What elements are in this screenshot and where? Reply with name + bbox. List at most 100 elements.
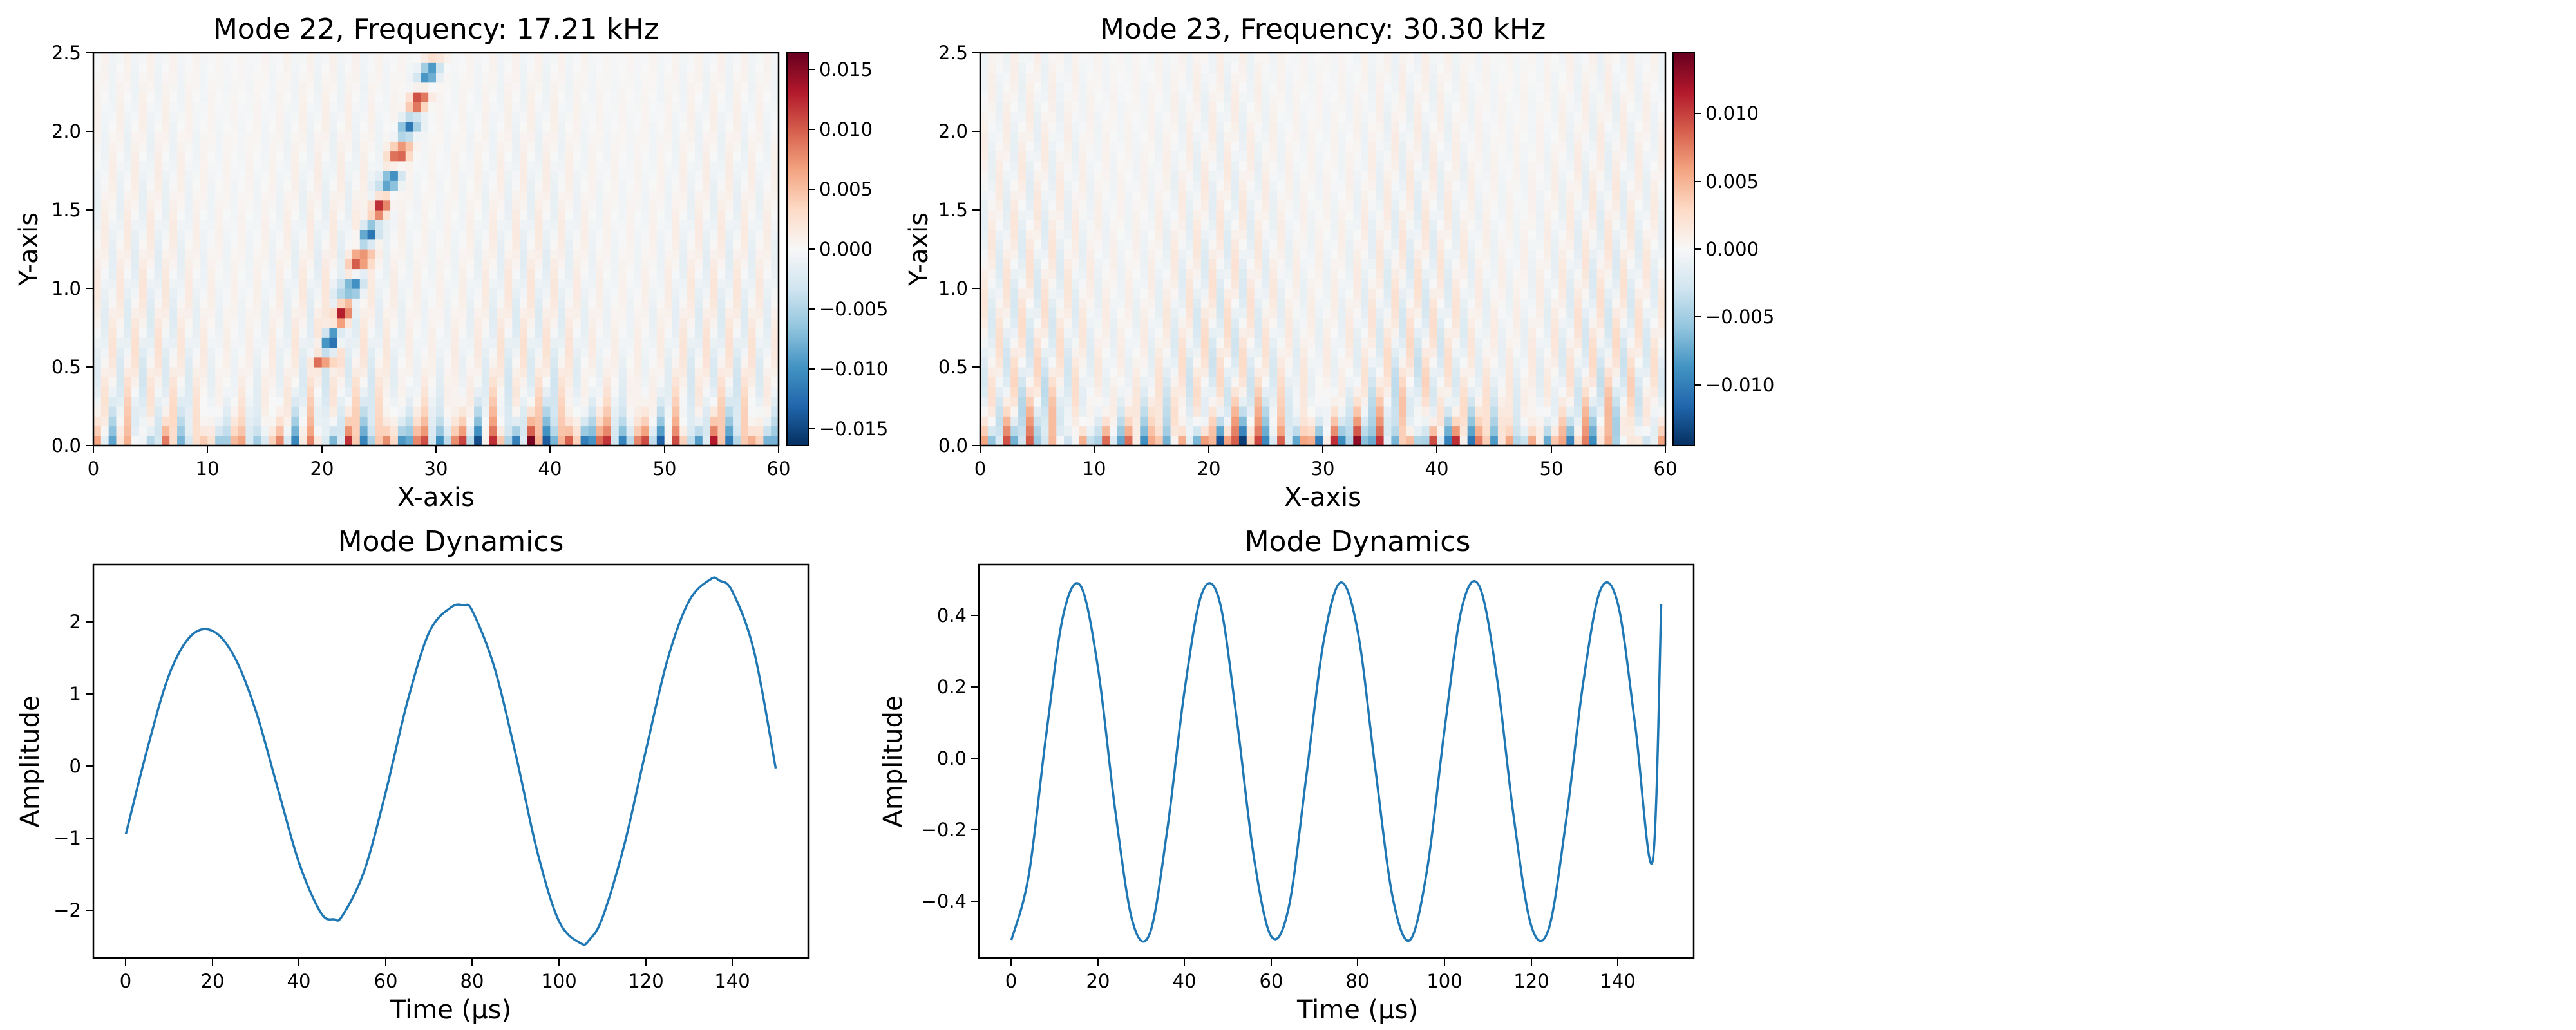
heatmap-cell [1117, 317, 1126, 328]
heatmap-cell [1254, 357, 1263, 368]
heatmap-cell [222, 406, 231, 417]
heatmap-cell [1467, 426, 1476, 436]
heatmap-cell [1284, 317, 1293, 328]
heatmap-cell [1475, 377, 1483, 388]
heatmap-cell [337, 278, 345, 289]
heatmap-cell [535, 72, 544, 83]
heatmap-cell [512, 171, 520, 181]
heatmap-cell [413, 259, 421, 270]
heatmap-cell [375, 337, 383, 348]
heatmap-cell [1368, 426, 1377, 436]
heatmap-cell [565, 53, 574, 63]
heatmap-cell [192, 337, 201, 348]
heatmap-cell [443, 121, 452, 132]
heatmap-cell [504, 171, 513, 181]
heatmap-cell [359, 131, 368, 142]
heatmap-cell [542, 357, 551, 368]
heatmap-cell [1551, 357, 1560, 368]
heatmap-cell [649, 377, 658, 388]
heatmap-cell [1064, 328, 1072, 338]
heatmap-cell [1033, 426, 1042, 436]
heatmap-cell [611, 131, 620, 142]
heatmap-cell [656, 200, 665, 211]
heatmap-cell [1315, 357, 1323, 368]
heatmap-cell [359, 229, 368, 240]
heatmap-cell [268, 347, 277, 358]
heatmap-cell [108, 220, 117, 230]
heatmap-cell [550, 386, 558, 397]
heatmap-cell [558, 308, 566, 319]
heatmap-cell [679, 239, 688, 250]
heatmap-cell [1528, 435, 1537, 446]
heatmap-cell [672, 426, 680, 436]
heatmap-cell [436, 111, 444, 122]
heatmap-cell [169, 190, 178, 201]
heatmap-cell [573, 62, 582, 73]
heatmap-cell [283, 416, 292, 427]
heatmap-cell [108, 229, 117, 240]
heatmap-cell [337, 288, 345, 299]
heatmap-cell [1406, 435, 1415, 446]
heatmap-cell [611, 367, 620, 377]
heatmap-cell [687, 160, 696, 171]
heatmap-cell [1444, 416, 1453, 427]
heatmap-cell [230, 72, 239, 83]
heatmap-cell [329, 229, 337, 240]
heatmap-cell [1262, 416, 1270, 427]
heatmap-cell [93, 121, 102, 132]
heatmap-cell [596, 406, 604, 417]
heatmap-cell [1444, 308, 1453, 319]
heatmap-cell [268, 317, 277, 328]
heatmap-cell [672, 72, 680, 83]
heatmap-cell [222, 308, 231, 319]
heatmap-cell [421, 151, 429, 162]
heatmap-cell [146, 337, 155, 348]
heatmap-cell [100, 171, 109, 181]
heatmap-cell [1148, 386, 1156, 397]
heatmap-cell [1224, 317, 1232, 328]
heatmap-cell [565, 426, 574, 436]
heatmap-cell [588, 131, 596, 142]
heatmap-cell [611, 347, 620, 358]
heatmap-cell [1406, 357, 1415, 368]
heatmap-cell [1528, 426, 1537, 436]
heatmap-cell [1132, 367, 1141, 377]
heatmap-cell [618, 82, 627, 93]
heatmap-cell [146, 367, 155, 377]
heatmap-cell [1558, 328, 1567, 338]
heatmap-cell [1383, 435, 1392, 446]
heatmap-cell [383, 308, 391, 319]
heatmap-cell [253, 367, 261, 377]
heatmap-cell [1399, 406, 1407, 417]
heatmap-cell [459, 160, 467, 171]
heatmap-cell [1604, 328, 1613, 338]
heatmap-cell [124, 377, 132, 388]
heatmap-cell [1224, 328, 1232, 338]
heatmap-cell [413, 111, 421, 122]
heatmap-cell [397, 367, 406, 377]
heatmap-cell [162, 278, 170, 289]
heatmap-cell [451, 416, 460, 427]
heatmap-cell [649, 160, 658, 171]
heatmap-cell [367, 406, 376, 417]
heatmap-cell [1064, 317, 1072, 328]
heatmap-cell [451, 111, 460, 122]
heatmap-cell [261, 210, 269, 220]
heatmap-cell [763, 259, 772, 270]
heatmap-cell [1186, 386, 1194, 397]
heatmap-cell [138, 111, 147, 122]
heatmap-cell [717, 72, 726, 83]
heatmap-cell [1368, 367, 1377, 377]
heatmap-cell [1231, 396, 1240, 407]
heatmap-cell [146, 239, 155, 250]
heatmap-cell [230, 278, 239, 289]
heatmap-cell [987, 347, 996, 358]
heatmap-cell [1003, 347, 1011, 358]
heatmap-cell [489, 82, 498, 93]
heatmap-cell [428, 416, 437, 427]
heatmap-cell [611, 220, 620, 230]
heatmap-cell [664, 171, 673, 181]
heatmap-cell [230, 160, 239, 171]
heatmap-cell [649, 406, 658, 417]
heatmap-cell [192, 190, 201, 201]
